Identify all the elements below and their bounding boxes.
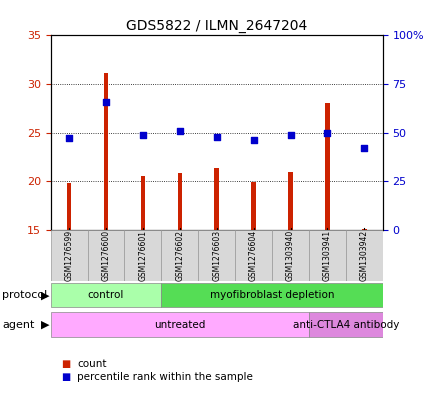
Text: GSM1276601: GSM1276601	[138, 230, 147, 281]
Bar	[178, 173, 182, 230]
Text: GSM1276603: GSM1276603	[212, 230, 221, 281]
FancyBboxPatch shape	[51, 283, 161, 307]
Text: GSM1303940: GSM1303940	[286, 230, 295, 281]
Bar	[325, 103, 330, 230]
FancyBboxPatch shape	[235, 230, 272, 281]
Bar	[214, 168, 219, 230]
Point	[103, 98, 110, 105]
Text: anti-CTLA4 antibody: anti-CTLA4 antibody	[293, 320, 399, 330]
Title: GDS5822 / ILMN_2647204: GDS5822 / ILMN_2647204	[126, 19, 307, 33]
Bar	[362, 229, 367, 230]
FancyBboxPatch shape	[309, 230, 346, 281]
Text: GSM1276604: GSM1276604	[249, 230, 258, 281]
Bar	[141, 176, 145, 230]
Text: GSM1276599: GSM1276599	[65, 230, 73, 281]
Bar	[251, 182, 256, 230]
Text: agent: agent	[2, 320, 35, 330]
Point	[213, 133, 220, 140]
FancyBboxPatch shape	[346, 230, 383, 281]
FancyBboxPatch shape	[161, 283, 383, 307]
FancyBboxPatch shape	[198, 230, 235, 281]
Text: untreated: untreated	[154, 320, 205, 330]
FancyBboxPatch shape	[51, 230, 88, 281]
FancyBboxPatch shape	[309, 312, 383, 337]
Text: protocol: protocol	[2, 290, 48, 300]
Text: GSM1276600: GSM1276600	[102, 230, 110, 281]
Text: GSM1303941: GSM1303941	[323, 230, 332, 281]
Text: GSM1303942: GSM1303942	[360, 230, 369, 281]
Point	[250, 137, 257, 143]
Point	[361, 145, 368, 151]
Point	[287, 131, 294, 138]
FancyBboxPatch shape	[51, 312, 309, 337]
Text: control: control	[88, 290, 124, 300]
Text: ■: ■	[62, 358, 71, 369]
Text: GSM1276602: GSM1276602	[175, 230, 184, 281]
Point	[66, 135, 73, 141]
Text: ▶: ▶	[40, 290, 49, 300]
Text: myofibroblast depletion: myofibroblast depletion	[210, 290, 334, 300]
Bar	[104, 73, 108, 230]
Text: ▶: ▶	[40, 320, 49, 330]
Bar	[67, 183, 71, 230]
FancyBboxPatch shape	[125, 230, 161, 281]
Point	[176, 128, 183, 134]
FancyBboxPatch shape	[161, 230, 198, 281]
Text: count: count	[77, 358, 106, 369]
Bar	[288, 171, 293, 230]
FancyBboxPatch shape	[272, 230, 309, 281]
FancyBboxPatch shape	[88, 230, 125, 281]
Text: ■: ■	[62, 372, 71, 382]
Text: percentile rank within the sample: percentile rank within the sample	[77, 372, 253, 382]
Point	[139, 131, 147, 138]
Point	[324, 129, 331, 136]
